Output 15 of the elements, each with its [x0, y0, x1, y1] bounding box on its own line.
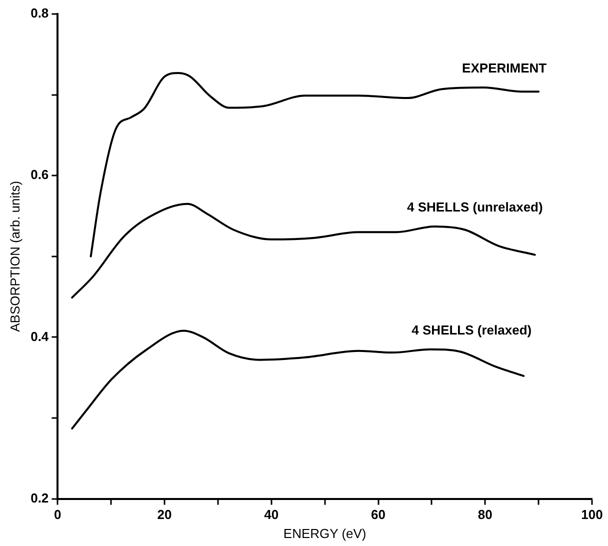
series-label: EXPERIMENT	[462, 60, 547, 76]
x-axis-title: ENERGY (eV)	[283, 526, 366, 541]
y-tick-label: 0.8	[30, 6, 49, 21]
x-tick-label: 40	[264, 507, 279, 522]
y-axis-title: ABSORPTION (arb. units)	[7, 180, 22, 332]
x-tick-label: 100	[581, 507, 603, 522]
y-tick-label: 0.4	[30, 328, 50, 344]
series-label: 4 SHELLS (unrelaxed)	[407, 200, 543, 215]
x-tick-label: 20	[157, 507, 172, 522]
series-label: 4 SHELLS (relaxed)	[412, 322, 532, 338]
x-tick-label: 0	[54, 507, 62, 522]
y-tick-label: 0.6	[30, 167, 49, 182]
x-tick-label: 60	[371, 507, 386, 522]
y-tick-label: 0.2	[30, 490, 49, 506]
x-tick-label: 80	[478, 507, 492, 522]
